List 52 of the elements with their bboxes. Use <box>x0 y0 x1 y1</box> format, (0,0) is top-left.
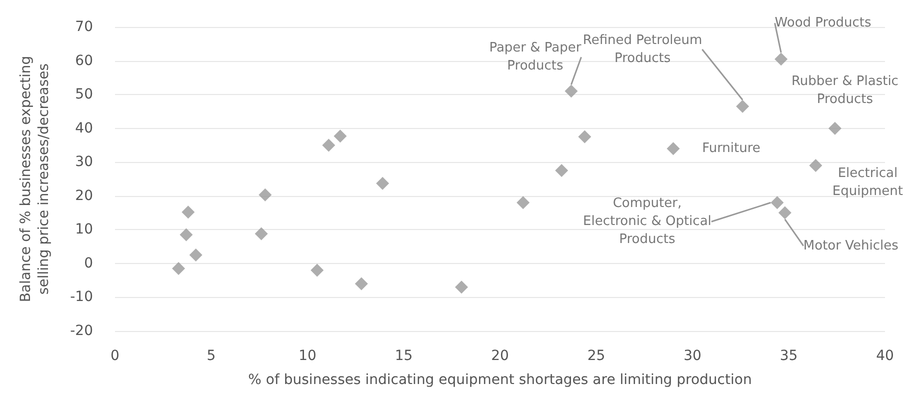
point <box>809 158 822 172</box>
x-tick-label: 40 <box>876 348 894 364</box>
annotation: Furniture <box>702 141 760 156</box>
x-axis-title: % of businesses indicating equipment shortages are limiting production <box>248 372 752 388</box>
point <box>180 228 193 242</box>
annotation: Computer, Electronic & Optical Products <box>582 196 712 248</box>
y-tick-label: 70 <box>75 19 93 35</box>
y-axis-title: Balance of % businesses expecting selling price increases/decreases <box>18 56 52 302</box>
point <box>770 196 784 210</box>
annotation: Paper & Paper Products <box>489 40 582 74</box>
x-tick-label: 15 <box>394 348 413 364</box>
y-tick-label: 60 <box>75 52 93 69</box>
point <box>455 280 468 294</box>
x-tick-label: 30 <box>684 348 702 364</box>
point <box>322 138 336 152</box>
point <box>376 176 390 190</box>
point <box>578 130 592 144</box>
point <box>666 142 680 156</box>
x-tick-label: 35 <box>780 348 798 364</box>
y-tick-label: 50 <box>75 86 93 103</box>
point <box>172 262 186 276</box>
point <box>182 206 195 219</box>
annotation: Refined Petroleum Products <box>582 32 702 66</box>
x-tick-label: 5 <box>206 348 216 364</box>
x-tick-label: 20 <box>491 348 509 364</box>
point <box>254 227 268 240</box>
annotation: Electrical Equipment <box>832 166 903 199</box>
y-tick-label: -10 <box>70 289 93 306</box>
x-tick-label: 25 <box>587 348 606 364</box>
point <box>189 248 202 262</box>
point <box>828 122 842 135</box>
point <box>736 100 750 113</box>
y-tick-label: 10 <box>75 222 93 238</box>
point <box>334 130 347 143</box>
point <box>516 196 530 210</box>
x-tick-label: 10 <box>298 348 316 364</box>
point <box>258 188 272 202</box>
y-tick-label: 20 <box>75 188 93 204</box>
point <box>774 52 788 66</box>
annotation: Wood Products <box>774 16 872 31</box>
y-tick-label: 30 <box>75 154 93 170</box>
y-tick-label: -20 <box>70 323 93 339</box>
point <box>555 164 568 178</box>
annotation: Motor Vehicles <box>803 238 899 254</box>
point <box>778 206 792 220</box>
point <box>354 277 368 290</box>
point <box>310 264 324 277</box>
y-tick-label: 0 <box>84 255 93 272</box>
y-tick-label: 40 <box>75 120 93 136</box>
point <box>564 84 578 98</box>
x-tick-label: 0 <box>110 348 120 364</box>
annotation: Rubber & Plastic Products <box>791 74 898 107</box>
